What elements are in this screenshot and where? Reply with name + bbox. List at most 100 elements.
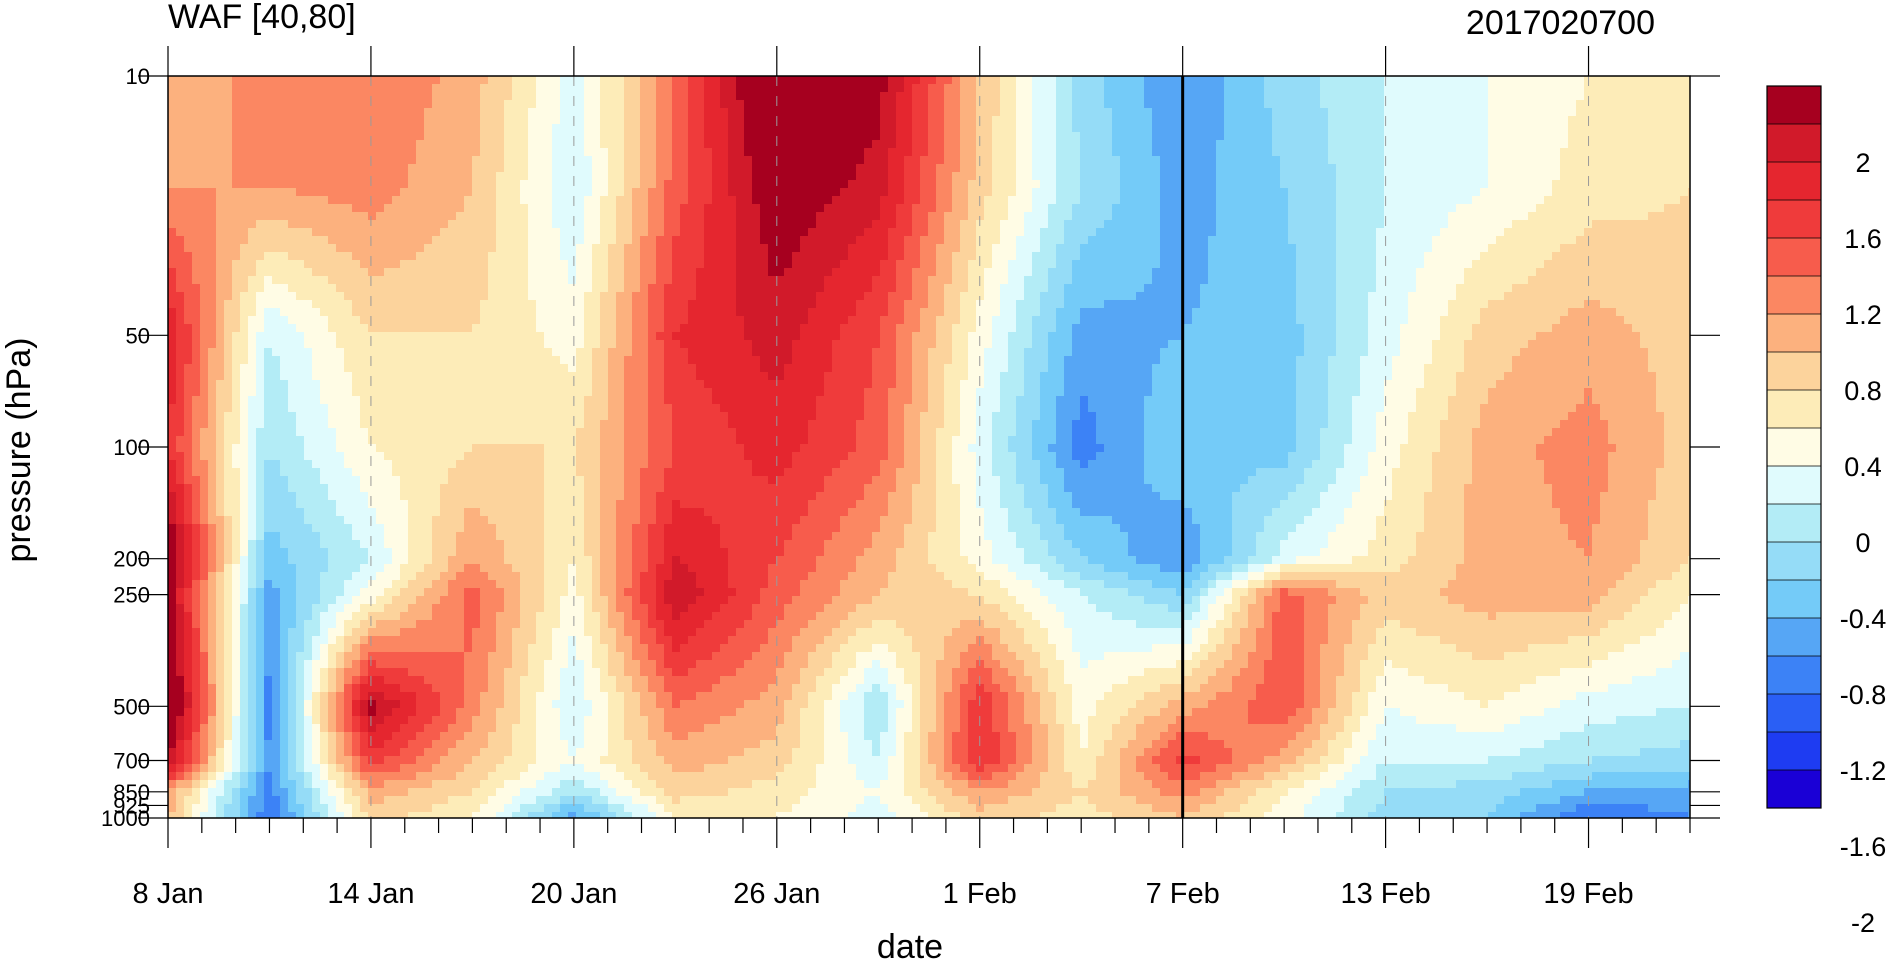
contour-cell: [472, 204, 481, 213]
contour-cell: [360, 124, 369, 133]
contour-cell: [1096, 148, 1105, 157]
contour-cell: [224, 180, 233, 189]
contour-cell: [1512, 220, 1521, 229]
contour-cell: [680, 108, 689, 117]
contour-cell: [616, 188, 625, 197]
contour-cell: [1240, 188, 1249, 197]
contour-cell: [1008, 156, 1017, 165]
contour-cell: [1288, 188, 1297, 197]
contour-cell: [840, 116, 849, 125]
contour-cell: [304, 116, 313, 125]
contour-cell: [920, 228, 929, 237]
contour-cell: [304, 196, 313, 205]
contour-cell: [376, 276, 385, 285]
contour-cell: [1648, 108, 1657, 117]
contour-cell: [264, 156, 273, 165]
contour-cell: [184, 196, 193, 205]
contour-cell: [1504, 196, 1513, 205]
contour-cell: [952, 252, 961, 261]
contour-cell: [272, 188, 281, 197]
contour-cell: [1256, 156, 1265, 165]
contour-cell: [816, 148, 825, 157]
contour-cell: [1304, 140, 1313, 149]
contour-cell: [576, 76, 585, 85]
contour-cell: [600, 108, 609, 117]
contour-cell: [1432, 252, 1441, 261]
contour-cell: [400, 212, 409, 221]
contour-cell: [1304, 124, 1313, 133]
contour-cell: [1648, 220, 1657, 229]
contour-cell: [944, 108, 953, 117]
contour-cell: [416, 260, 425, 269]
contour-cell: [760, 84, 769, 93]
contour-cell: [952, 148, 961, 157]
contour-cell: [1680, 140, 1689, 149]
contour-cell: [768, 204, 777, 213]
contour-cell: [384, 188, 393, 197]
contour-cell: [640, 132, 649, 141]
contour-cell: [432, 84, 441, 93]
contour-cell: [936, 196, 945, 205]
contour-cell: [928, 164, 937, 173]
contour-cell: [1568, 244, 1577, 253]
contour-cell: [952, 188, 961, 197]
contour-cell: [456, 84, 465, 93]
contour-cell: [1464, 276, 1473, 285]
contour-cell: [1128, 228, 1137, 237]
contour-cell: [760, 268, 769, 277]
contour-cell: [1688, 268, 1691, 277]
contour-cell: [1264, 196, 1273, 205]
contour-cell: [1608, 84, 1617, 93]
contour-cell: [352, 148, 361, 157]
contour-cell: [264, 100, 273, 109]
contour-cell: [1048, 220, 1057, 229]
contour-cell: [352, 172, 361, 181]
contour-cell: [816, 124, 825, 133]
contour-cell: [456, 252, 465, 261]
contour-cell: [1072, 108, 1081, 117]
contour-cell: [1640, 220, 1649, 229]
contour-cell: [1080, 124, 1089, 133]
contour-cell: [760, 180, 769, 189]
contour-cell: [824, 236, 833, 245]
contour-cell: [1352, 100, 1361, 109]
contour-cell: [704, 236, 713, 245]
contour-cell: [1656, 124, 1665, 133]
contour-cell: [528, 228, 537, 237]
contour-cell: [1192, 132, 1201, 141]
contour-cell: [904, 84, 913, 93]
contour-cell: [1480, 84, 1489, 93]
contour-cell: [984, 164, 993, 173]
contour-cell: [1232, 188, 1241, 197]
contour-cell: [240, 100, 249, 109]
contour-cell: [968, 172, 977, 181]
contour-cell: [1088, 236, 1097, 245]
contour-cell: [1656, 172, 1665, 181]
contour-cell: [184, 172, 193, 181]
contour-cell: [392, 148, 401, 157]
contour-cell: [1128, 92, 1137, 101]
contour-cell: [1328, 92, 1337, 101]
contour-cell: [928, 140, 937, 149]
contour-cell: [320, 132, 329, 141]
contour-cell: [1496, 204, 1505, 213]
contour-cell: [584, 92, 593, 101]
contour-cell: [520, 84, 529, 93]
contour-cell: [424, 172, 433, 181]
contour-cell: [1152, 172, 1161, 181]
contour-cell: [712, 76, 721, 85]
contour-cell: [640, 76, 649, 85]
contour-cell: [784, 156, 793, 165]
contour-cell: [552, 148, 561, 157]
contour-cell: [472, 228, 481, 237]
contour-cell: [256, 92, 265, 101]
contour-cell: [1656, 228, 1665, 237]
contour-cell: [1392, 76, 1401, 85]
contour-cell: [480, 220, 489, 229]
contour-cell: [952, 116, 961, 125]
contour-cell: [1664, 244, 1673, 253]
contour-cell: [896, 276, 905, 285]
contour-cell: [544, 260, 553, 269]
contour-cell: [1152, 156, 1161, 165]
contour-cell: [184, 252, 193, 261]
